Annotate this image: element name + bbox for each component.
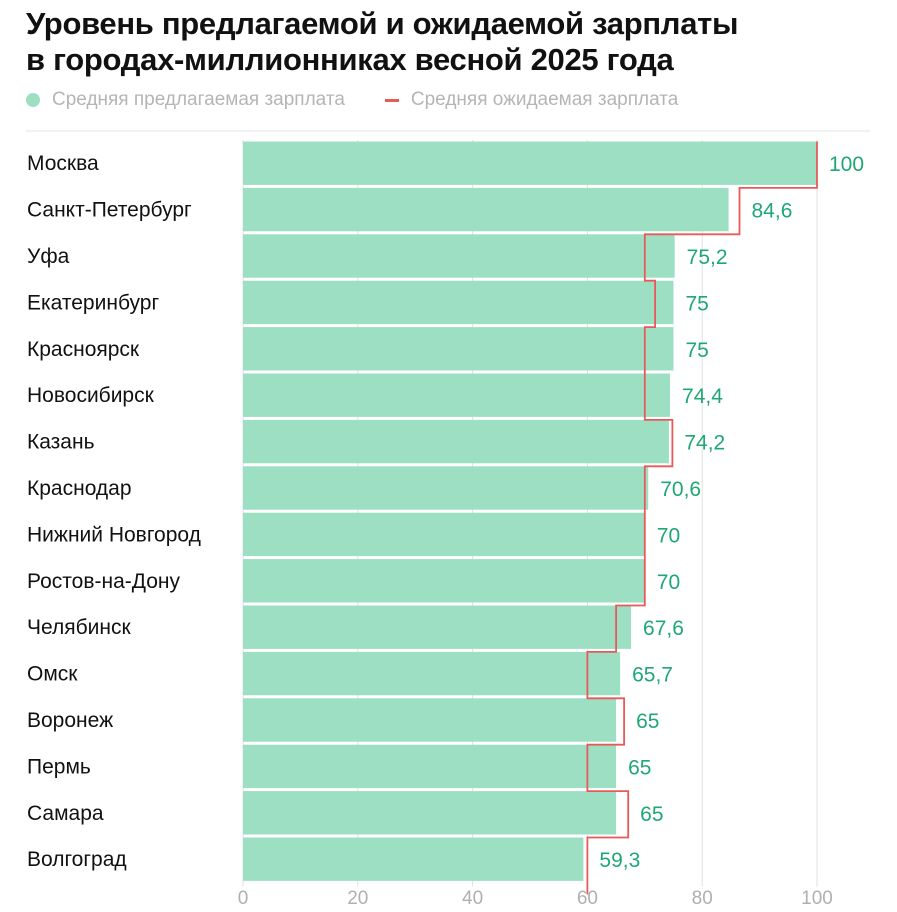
category-label: Красноярск [27, 338, 140, 361]
x-tick-label: 40 [462, 888, 483, 909]
x-tick-label: 80 [692, 888, 713, 909]
chart-title-line-2: в городах-миллионниках весной 2025 года [26, 42, 674, 77]
value-label: 70 [657, 524, 680, 547]
value-label: 74,2 [684, 432, 725, 455]
category-label: Москва [27, 152, 99, 175]
value-label: 100 [829, 153, 864, 176]
category-label: Пермь [27, 755, 91, 778]
bar [243, 698, 617, 742]
legend-offered-swatch [26, 93, 40, 107]
bar [243, 651, 621, 696]
legend-offered-label: Средняя предлагаемая зарплата [52, 89, 345, 110]
bar [243, 234, 675, 278]
bar [243, 466, 649, 510]
category-label: Волгоград [27, 848, 127, 871]
value-label: 65 [640, 803, 663, 826]
value-label: 65 [636, 710, 659, 733]
legend-expected-swatch [384, 98, 399, 102]
category-label: Екатеринбург [27, 291, 159, 314]
category-label: Самара [27, 802, 104, 825]
bar [243, 280, 674, 325]
x-tick-label: 60 [577, 888, 598, 909]
x-tick-label: 20 [347, 888, 368, 909]
category-label: Санкт-Петербург [27, 199, 192, 222]
category-label: Краснодар [27, 477, 132, 500]
bar [243, 744, 617, 789]
bar [243, 559, 645, 603]
category-label: Нижний Новгород [27, 523, 201, 546]
value-label: 75,2 [687, 246, 728, 269]
category-label: Уфа [27, 245, 70, 268]
chart-title: Уровень предлагаемой и ожидаемой зарплат… [26, 6, 886, 78]
category-label: Новосибирск [27, 384, 155, 407]
category-label: Казань [27, 431, 95, 454]
bar [243, 141, 817, 185]
expected-salary-line [586, 141, 818, 895]
value-label: 75 [686, 292, 709, 315]
value-label: 70,6 [660, 478, 701, 501]
category-label: Омск [27, 663, 78, 686]
bar [243, 605, 632, 649]
x-tick-label: 0 [238, 888, 249, 909]
category-label: Ростов-на-Дону [27, 570, 180, 593]
value-label: 65,7 [632, 664, 673, 687]
bar [243, 373, 671, 417]
x-tick-label: 100 [801, 888, 833, 909]
legend-expected-label: Средняя ожидаемая зарплата [410, 89, 679, 110]
bar [243, 187, 729, 232]
value-label: 70 [657, 571, 680, 594]
bar [243, 419, 669, 464]
bar [243, 512, 645, 557]
bar [243, 791, 617, 835]
category-label: Воронеж [27, 709, 113, 732]
value-label: 59,3 [599, 849, 640, 872]
value-label: 75 [686, 339, 709, 362]
bar [243, 327, 674, 371]
bar [243, 837, 584, 881]
chart-legend: Средняя предлагаемая зарплата Средняя ож… [26, 88, 678, 112]
value-label: 65 [628, 756, 651, 779]
chart-title-line-1: Уровень предлагаемой и ожидаемой зарплат… [26, 6, 739, 41]
value-label: 67,6 [643, 617, 684, 640]
value-label: 84,6 [752, 200, 793, 223]
value-label: 74,4 [682, 385, 723, 408]
category-label: Челябинск [27, 616, 131, 639]
